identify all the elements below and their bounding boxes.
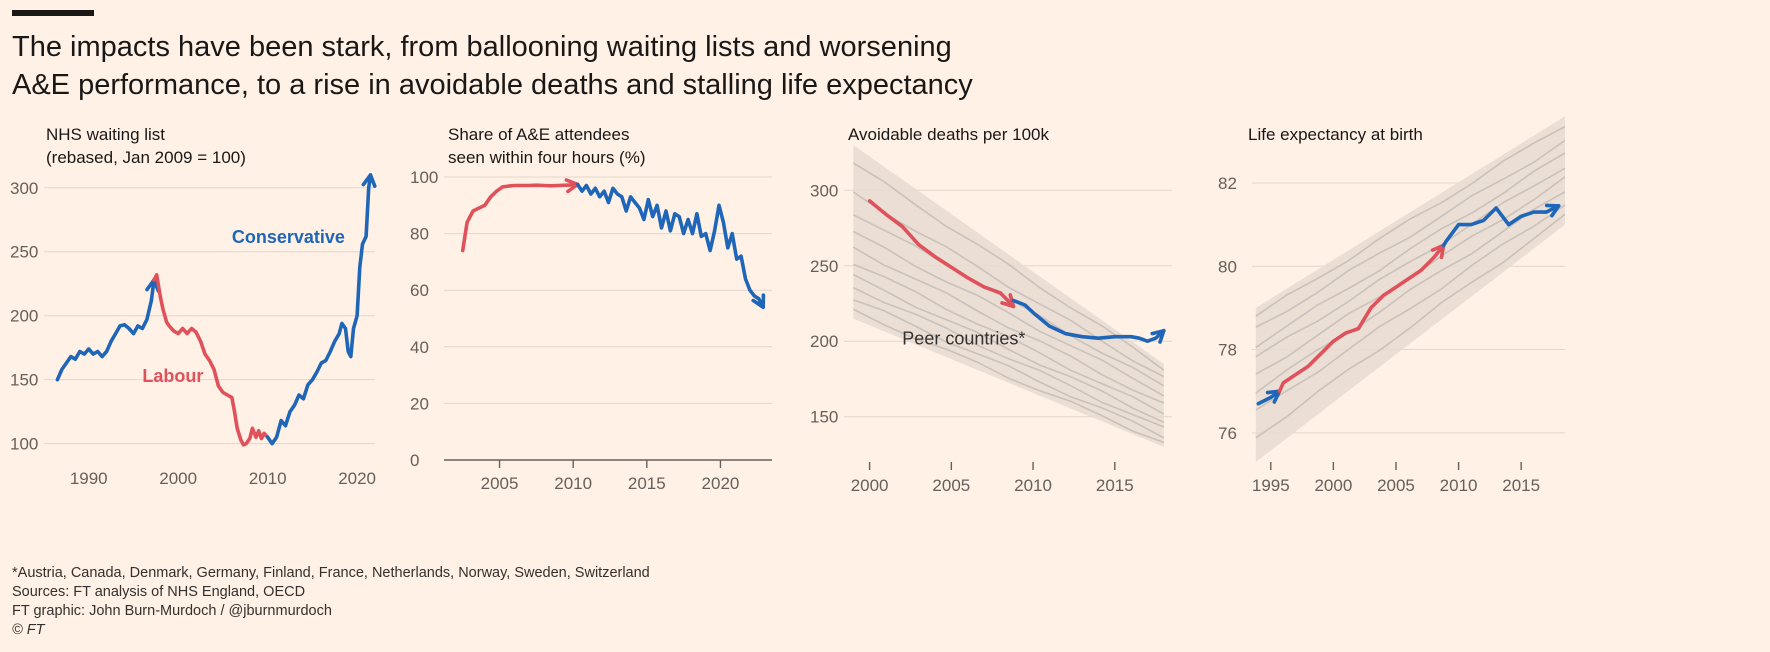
x-tick-label: 2010: [249, 469, 287, 488]
y-tick-label: 150: [10, 371, 38, 390]
x-tick-label: 2005: [932, 476, 970, 495]
y-tick-label: 76: [1218, 424, 1237, 443]
footnote-sources: Sources: FT analysis of NHS England, OEC…: [12, 584, 306, 600]
chart-annotation: Peer countries*: [902, 328, 1025, 348]
peer-country-line: [1255, 152, 1566, 349]
chart-title-line: seen within four hours (%): [448, 148, 645, 167]
series-line-conservative: [1011, 298, 1166, 343]
x-tick-label: 2000: [851, 476, 889, 495]
y-tick-label: 100: [410, 168, 438, 187]
x-tick-label: 1990: [70, 469, 108, 488]
peer-country-line: [852, 286, 1165, 428]
y-tick-label: 300: [810, 181, 838, 200]
series-line-conservative: [575, 182, 765, 309]
y-tick-label: 200: [10, 307, 38, 326]
peer-band: [853, 145, 1164, 447]
y-tick-label: 82: [1218, 174, 1237, 193]
headline: The impacts have been stark, from balloo…: [12, 28, 1112, 104]
y-tick-label: 0: [410, 451, 419, 470]
series-line-conservative: [55, 278, 156, 382]
peer-country-line: [1255, 139, 1566, 328]
x-tick-label: 2015: [1096, 476, 1134, 495]
x-tick-label: 2010: [554, 474, 592, 493]
x-tick-label: 2015: [628, 474, 666, 493]
peer-country-line: [852, 308, 1165, 444]
x-tick-label: 2000: [1314, 476, 1352, 495]
peer-country-line: [852, 273, 1165, 424]
headline-line-2: A&E performance, to a rise in avoidable …: [12, 69, 973, 101]
y-tick-label: 20: [410, 394, 429, 413]
peer-country-line: [1255, 204, 1566, 411]
series-line-labour: [1277, 243, 1446, 393]
y-tick-label: 150: [810, 408, 838, 427]
chart-panel-3: Avoidable deaths per 100k 150 200 250 300 200…: [810, 125, 1172, 495]
x-tick-label: 2005: [481, 474, 519, 493]
y-tick-label: 300: [10, 179, 38, 198]
footnote-copyright: © FT: [12, 622, 45, 638]
series-arrow-head: [361, 173, 377, 188]
series-line-conservative: [265, 173, 373, 446]
series-line-conservative: [1441, 204, 1561, 248]
peer-country-line: [1255, 125, 1566, 317]
peer-country-line: [1255, 213, 1566, 439]
chart-title-line: Avoidable deaths per 100k: [848, 125, 1050, 144]
y-tick-label: 80: [1218, 257, 1237, 276]
footnote-peer-countries: *Austria, Canada, Denmark, Germany, Finl…: [12, 565, 650, 581]
peer-country-line: [1255, 191, 1566, 394]
ft-top-rule: [12, 10, 94, 16]
footnote-credit: FT graphic: John Burn-Murdoch / @jburnmu…: [12, 603, 332, 619]
y-tick-label: 40: [410, 338, 429, 357]
series-arrow-head: [1544, 203, 1561, 218]
chart-panel-2: Share of A&E attendees seen within four h…: [410, 125, 772, 493]
footer: *Austria, Canada, Denmark, Germany, Finl…: [12, 564, 912, 640]
y-tick-label: 78: [1218, 341, 1237, 360]
peer-country-line: [852, 246, 1165, 404]
peer-country-line: [853, 263, 1165, 415]
peer-country-line: [852, 162, 1165, 371]
series-line-labour: [152, 273, 270, 447]
chart-panel-1: NHS waiting list (rebased, Jan 2009 = 100…: [10, 125, 377, 488]
x-tick-label: 2005: [1377, 476, 1415, 495]
chart-annotation: Conservative: [232, 227, 345, 247]
chart-title-line: NHS waiting list: [46, 125, 165, 144]
y-tick-label: 100: [10, 435, 38, 454]
peer-country-line: [1255, 167, 1566, 358]
x-tick-label: 2015: [1502, 476, 1540, 495]
x-tick-label: 2020: [702, 474, 740, 493]
y-tick-label: 80: [410, 225, 429, 244]
series-arrow-head: [751, 293, 766, 309]
series-arrow-head: [1000, 293, 1016, 309]
peer-country-line: [853, 299, 1165, 439]
x-tick-label: 2000: [159, 469, 197, 488]
y-tick-label: 250: [10, 243, 38, 262]
x-tick-label: 2010: [1440, 476, 1478, 495]
chart-annotation: Labour: [142, 366, 203, 386]
chart-title-line: (rebased, Jan 2009 = 100): [46, 148, 246, 167]
chart-panel-4: Life expectancy at birth 76 78 80 82 1995 2000…: [1218, 116, 1566, 495]
y-tick-label: 60: [410, 281, 429, 300]
peer-country-line: [852, 191, 1165, 378]
x-tick-label: 1995: [1252, 476, 1290, 495]
series-arrow-head: [1150, 328, 1166, 344]
y-tick-label: 200: [810, 332, 838, 351]
peer-country-line: [852, 230, 1165, 397]
x-tick-label: 2020: [338, 469, 376, 488]
series-line-labour: [867, 199, 1016, 309]
headline-line-1: The impacts have been stark, from balloo…: [12, 31, 952, 63]
charts-area: NHS waiting list (rebased, Jan 2009 = 100…: [10, 116, 1566, 495]
y-tick-label: 250: [810, 257, 838, 276]
chart-title-line: Life expectancy at birth: [1248, 125, 1423, 144]
series-line-labour: [460, 182, 580, 253]
x-tick-label: 2010: [1014, 476, 1052, 495]
chart-title-line: Share of A&E attendees: [448, 125, 629, 144]
